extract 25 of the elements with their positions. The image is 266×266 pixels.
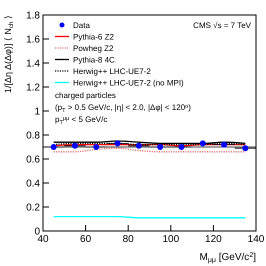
legend-label: Pythia-6 Z2 (73, 32, 114, 42)
x-tick-label: 80 (122, 234, 134, 245)
x-tick-label: 140 (248, 234, 265, 245)
annotation: charged particles (55, 91, 116, 100)
x-tick-label: 100 (162, 234, 180, 245)
x-tick-label: 60 (80, 234, 92, 245)
y-tick-label: 1.8 (26, 10, 40, 22)
y-tick-label: 0.4 (26, 178, 40, 190)
y-tick-label: 0.2 (26, 202, 40, 214)
y-tick-label: 1.4 (26, 58, 40, 70)
legend-label: Herwig++ LHC-UE7-2 (73, 67, 152, 76)
y-tick-label: 0.8 (26, 130, 40, 142)
y-tick-label: 0.6 (26, 154, 40, 166)
annotation: p$_{T}$$^{μμ}$ < 5 GeV/c (55, 115, 108, 126)
legend-label: Herwig++ LHC-UE7-2 (no MPI) (73, 78, 184, 88)
annotation: CMS √s = 7 TeV (193, 21, 252, 30)
x-tick-label: 120 (205, 234, 222, 245)
legend-label: Pythia-8 4C (73, 56, 116, 64)
x-axis-title: M$_{μμ}$ [GeV/c$^{2}$] (200, 252, 256, 264)
y-tick-label: 1 (34, 106, 40, 118)
y-tick-label: 1.2 (26, 82, 40, 94)
y-tick-label: 1.6 (26, 34, 40, 46)
legend-label: Data (73, 21, 90, 30)
legend-label: Powheg Z2 (73, 44, 114, 53)
annotation: (p$_{T}$ > 0.5 GeV/c, |η| < 2.0, |Δφ| < 120$^{o}$) (55, 103, 192, 114)
